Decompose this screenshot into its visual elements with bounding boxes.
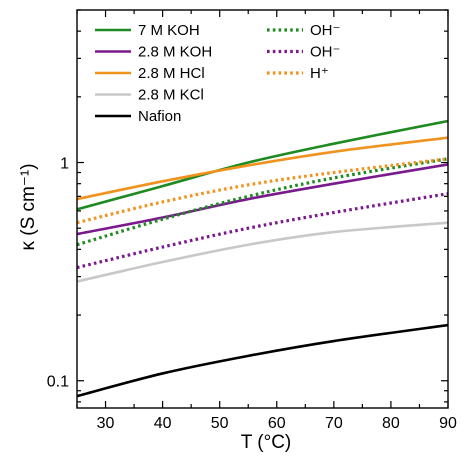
legend-label: OH⁻: [310, 44, 340, 61]
y-tick-label: 1: [60, 156, 69, 173]
legend-entry-1: 2.8 M KOH: [95, 44, 212, 61]
series-line-7: [77, 157, 448, 225]
x-tick-label: 90: [439, 415, 457, 432]
x-tick-label: 60: [268, 415, 286, 432]
series-line-4: [77, 323, 448, 398]
axes: 30 40 50 60 70 80 90 0.1 1: [47, 9, 457, 432]
legend-label: 2.8 M KOH: [138, 44, 212, 61]
legend-label: OH⁻: [310, 22, 340, 39]
legend-label: 2.8 M KCl: [138, 87, 204, 104]
y-axis-title: κ (S cm⁻¹): [18, 163, 39, 250]
legend-entry-6: OH⁻: [267, 44, 340, 61]
legend-label: 7 M KOH: [138, 22, 200, 39]
series-line-3: [77, 221, 448, 283]
legend-entry-4: Nafion: [95, 108, 181, 125]
legend-entry-0: 7 M KOH: [95, 22, 200, 39]
series-line-6: [77, 192, 448, 270]
plot-area: [77, 119, 448, 398]
legend-label: Nafion: [138, 108, 181, 125]
series-line-0: [77, 119, 448, 211]
legend-entry-3: 2.8 M KCl: [95, 87, 204, 104]
series-line-1: [77, 163, 448, 236]
legend-entry-5: OH⁻: [267, 22, 340, 39]
legend-entry-7: H⁺: [267, 65, 329, 82]
x-axis-title: T (°C): [241, 432, 292, 453]
series-line-5: [77, 157, 448, 247]
x-tick-label: 40: [154, 415, 172, 432]
x-tick-label: 80: [382, 415, 400, 432]
plot-frame: [76, 9, 449, 409]
x-tick-label: 70: [325, 415, 343, 432]
legend: 7 M KOH 2.8 M KOH 2.8 M HCl 2.8 M KCl Nafion…: [95, 22, 340, 125]
legend-label: H⁺: [310, 65, 329, 82]
series-lines: [77, 119, 448, 398]
x-tick-label: 30: [97, 415, 115, 432]
legend-entry-2: 2.8 M HCl: [95, 65, 205, 82]
legend-label: 2.8 M HCl: [138, 65, 205, 82]
x-tick-label: 50: [211, 415, 229, 432]
y-tick-label: 0.1: [47, 374, 69, 391]
series-line-2: [77, 136, 448, 201]
